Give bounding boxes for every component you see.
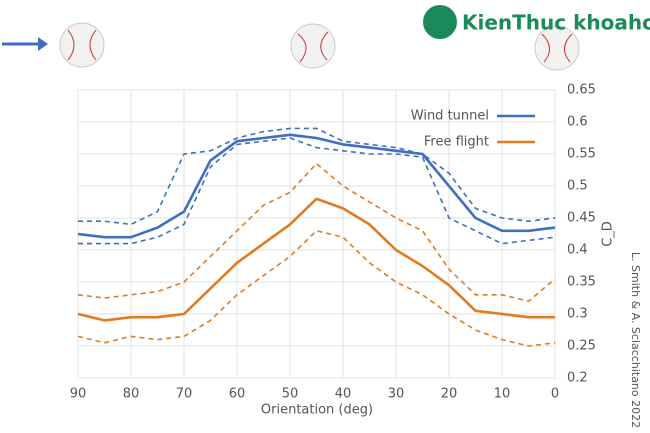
- y-tick-label: 0.35: [567, 275, 596, 290]
- legend-label: Free flight: [424, 135, 489, 150]
- band-line: [77, 230, 556, 347]
- series-line: [77, 197, 555, 322]
- band-line: [78, 137, 556, 245]
- x-tick-label: 70: [176, 387, 193, 402]
- legend-label: Wind tunnel: [411, 109, 489, 124]
- y-tick-label: 0.5: [567, 179, 588, 194]
- series-line: [77, 133, 556, 239]
- y-tick-label: 0.65: [567, 83, 596, 98]
- x-tick-label: 60: [229, 387, 246, 402]
- x-tick-label: 40: [335, 387, 352, 402]
- y-tick-label: 0.2: [567, 371, 588, 386]
- x-tick-label: 0: [551, 387, 559, 402]
- band-line: [78, 127, 556, 226]
- y-tick-label: 0.45: [567, 211, 596, 226]
- band-line: [77, 162, 556, 302]
- y-tick-label: 0.3: [567, 307, 588, 322]
- x-tick-label: 10: [494, 387, 511, 402]
- x-axis-label: Orientation (deg): [261, 403, 373, 418]
- x-tick-label: 30: [388, 387, 405, 402]
- y-tick-label: 0.25: [567, 339, 596, 354]
- watermark-text: KienThuc khoahoc .org: [462, 11, 650, 35]
- arrow: [2, 37, 48, 51]
- x-tick-label: 20: [441, 387, 458, 402]
- x-tick-label: 80: [123, 387, 140, 402]
- y-axis-label: C_D: [601, 221, 616, 247]
- x-tick-label: 90: [70, 387, 87, 402]
- watermark: KienThuc khoahoc .org: [423, 5, 650, 39]
- x-tick-label: 50: [282, 387, 299, 402]
- y-tick-label: 0.4: [567, 243, 588, 258]
- y-tick-label: 0.55: [567, 147, 596, 162]
- baseball-icons: [59, 22, 580, 71]
- y-tick-label: 0.6: [567, 115, 588, 130]
- credit: L. Smith & A. Sciacchitano 2022: [629, 252, 642, 428]
